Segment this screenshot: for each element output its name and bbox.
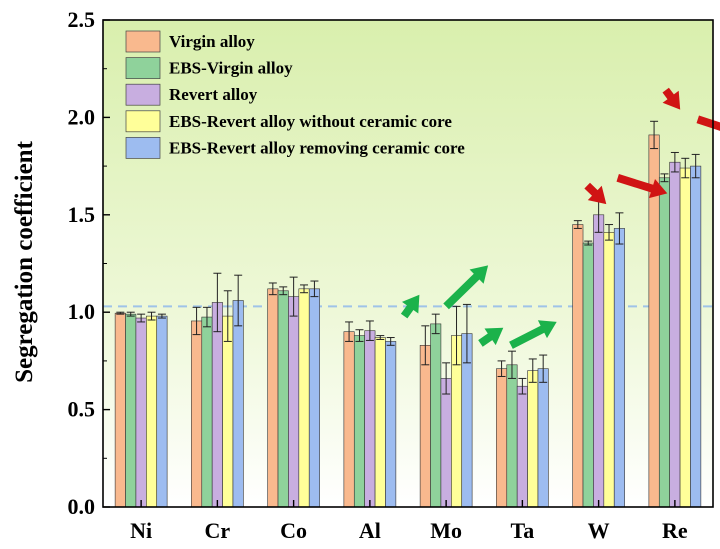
y-axis-label: Segregation coefficient <box>11 140 38 382</box>
arrow-annotation <box>696 115 720 131</box>
bar <box>582 242 594 508</box>
y-tick-label: 0.5 <box>68 397 96 422</box>
bar <box>114 312 126 508</box>
bar <box>277 290 289 508</box>
arrow-annotation <box>400 294 420 319</box>
bar <box>516 385 528 508</box>
x-tick-label: W <box>588 518 610 543</box>
bar <box>191 320 203 508</box>
bar <box>385 341 397 508</box>
x-tick-label: Co <box>280 518 307 543</box>
bar <box>419 345 431 508</box>
legend-swatch <box>125 137 161 159</box>
arrow-annotation <box>662 87 681 110</box>
x-tick-label: Ta <box>511 518 535 543</box>
bar <box>527 370 539 508</box>
bar <box>506 364 518 508</box>
bar <box>572 224 584 508</box>
bar <box>146 315 158 508</box>
bar <box>156 315 168 508</box>
arrow-annotation <box>443 265 489 310</box>
bar <box>343 331 355 508</box>
bar <box>222 315 234 508</box>
legend-label: EBS-Revert alloy removing ceramic core <box>169 138 465 157</box>
legend-swatch <box>125 57 161 79</box>
bar <box>298 288 310 508</box>
legend-label: EBS-Revert alloy without ceramic core <box>169 112 452 131</box>
bar <box>440 378 452 508</box>
y-tick-label: 1.5 <box>68 202 96 227</box>
arrow-annotation <box>509 320 557 349</box>
y-tick-label: 2.5 <box>68 7 96 32</box>
arrow-annotation <box>584 182 607 205</box>
bar <box>496 368 508 508</box>
bar <box>679 167 691 508</box>
arrow-annotation <box>478 327 504 347</box>
y-tick-label: 2.0 <box>68 104 96 129</box>
bar <box>537 368 549 508</box>
bar <box>267 288 279 508</box>
bar <box>690 165 702 508</box>
bar <box>669 161 681 508</box>
bar <box>613 228 625 508</box>
bar <box>308 288 320 508</box>
bar <box>232 300 244 508</box>
bar <box>211 302 223 508</box>
bar <box>364 330 376 508</box>
y-tick-label: 1.0 <box>68 299 96 324</box>
x-tick-label: Mo <box>430 518 462 543</box>
bar <box>125 313 137 508</box>
legend-label: Virgin alloy <box>169 32 255 51</box>
x-tick-label: Cr <box>205 518 231 543</box>
bar <box>201 316 213 508</box>
legend-swatch <box>125 83 161 106</box>
bar <box>374 337 386 508</box>
legend-label: Revert alloy <box>169 85 258 104</box>
legend: Virgin alloy EBS-Virgin alloy Revert alloy… <box>125 30 465 159</box>
bar <box>353 335 365 508</box>
bar <box>288 296 300 508</box>
arrow-annotation <box>616 174 668 199</box>
legend-swatch <box>125 30 161 53</box>
legend-label: EBS-Virgin alloy <box>169 59 293 78</box>
x-tick-label: Al <box>359 518 381 543</box>
bar <box>135 317 147 508</box>
bar <box>430 323 442 508</box>
legend-swatch <box>125 110 161 133</box>
y-tick-label: 0.0 <box>68 494 96 519</box>
bar <box>593 214 605 508</box>
x-tick-label: Re <box>662 518 688 543</box>
bar <box>658 177 670 508</box>
x-tick-label: Ni <box>130 518 152 543</box>
bar <box>603 232 615 508</box>
